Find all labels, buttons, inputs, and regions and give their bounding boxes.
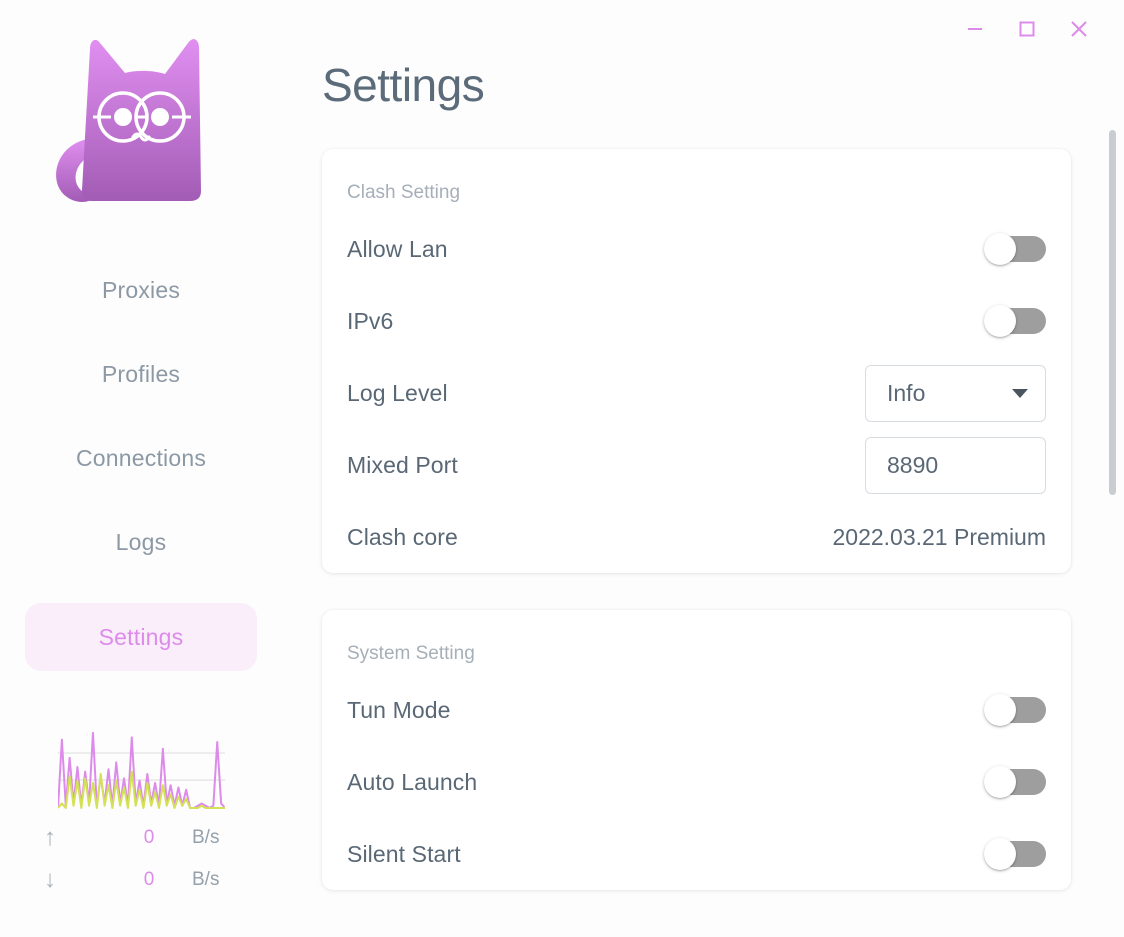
sidebar-item-connections[interactable]: Connections	[25, 435, 257, 481]
sidebar-item-label: Profiles	[101, 360, 181, 387]
toggle-knob	[984, 838, 1016, 870]
minimize-button[interactable]	[952, 9, 998, 49]
tun-mode-toggle[interactable]	[984, 694, 1046, 726]
sidebar-item-label: Connections	[75, 444, 207, 471]
system-setting-card: System Setting Tun Mode Auto Launch Sile…	[322, 610, 1071, 890]
setting-row-silent-start: Silent Start	[347, 818, 1046, 890]
page-title: Settings	[322, 59, 485, 111]
setting-row-allow-lan: Allow Lan	[347, 213, 1046, 285]
cat-logo-icon	[56, 38, 201, 202]
close-button[interactable]	[1056, 9, 1102, 49]
log-level-selected-value: Info	[887, 379, 926, 406]
clash-setting-card: Clash Setting Allow Lan IPv6 Log Level I…	[322, 149, 1071, 573]
mixed-port-input[interactable]	[865, 436, 1046, 494]
sidebar-item-logs[interactable]: Logs	[25, 519, 257, 565]
row-label: Clash core	[347, 523, 458, 550]
ipv6-toggle[interactable]	[984, 305, 1046, 337]
sidebar-item-profiles[interactable]: Profiles	[25, 351, 257, 397]
sidebar-item-settings[interactable]: Settings	[25, 603, 257, 671]
upload-rate-row: ↑ 0 B/s	[0, 826, 282, 850]
titlebar	[0, 0, 1124, 58]
sidebar: Proxies Profiles Connections Logs Settin…	[0, 0, 282, 937]
close-icon	[1071, 21, 1087, 37]
traffic-chart	[57, 722, 225, 812]
toggle-knob	[984, 766, 1016, 798]
log-level-select[interactable]: Info	[865, 364, 1046, 422]
sidebar-item-proxies[interactable]: Proxies	[25, 267, 257, 313]
download-rate-value: 0	[143, 869, 155, 890]
download-arrow-icon: ↓	[44, 866, 56, 893]
row-label: IPv6	[347, 307, 394, 334]
row-label: Allow Lan	[347, 235, 448, 262]
setting-row-log-level: Log Level Info	[347, 357, 1046, 429]
setting-row-auto-launch: Auto Launch	[347, 746, 1046, 818]
maximize-button[interactable]	[1004, 9, 1050, 49]
upload-rate-value: 0	[143, 827, 155, 848]
traffic-rates: ↑ 0 B/s ↓ 0 B/s	[0, 826, 282, 892]
silent-start-toggle[interactable]	[984, 838, 1046, 870]
sidebar-item-label: Logs	[115, 528, 167, 555]
sidebar-nav: Proxies Profiles Connections Logs Settin…	[25, 267, 257, 671]
chevron-down-icon	[1012, 388, 1028, 398]
maximize-icon	[1019, 21, 1035, 37]
setting-row-mixed-port: Mixed Port	[347, 429, 1046, 501]
auto-launch-toggle[interactable]	[984, 766, 1046, 798]
sidebar-item-label: Proxies	[101, 276, 181, 303]
toggle-knob	[984, 694, 1016, 726]
allow-lan-toggle[interactable]	[984, 233, 1046, 265]
setting-row-ipv6: IPv6	[347, 285, 1046, 357]
sidebar-item-label: Settings	[98, 623, 184, 650]
app-logo	[41, 18, 241, 223]
scrollbar-thumb[interactable]	[1109, 130, 1116, 495]
row-label: Tun Mode	[347, 696, 451, 723]
traffic-widget: ↑ 0 B/s ↓ 0 B/s	[0, 722, 282, 892]
row-label: Log Level	[347, 379, 448, 406]
row-label: Mixed Port	[347, 451, 458, 478]
traffic-sparkline-icon	[57, 731, 225, 809]
card-heading: System Setting	[347, 643, 475, 664]
download-rate-unit: B/s	[192, 869, 220, 890]
minimize-icon	[968, 28, 982, 30]
setting-row-tun-mode: Tun Mode	[347, 674, 1046, 746]
upload-arrow-icon: ↑	[44, 824, 56, 851]
row-label: Silent Start	[347, 840, 461, 867]
main-content: Settings Clash Setting Allow Lan IPv6 Lo…	[282, 0, 1124, 937]
upload-rate-unit: B/s	[192, 827, 220, 848]
download-rate-row: ↓ 0 B/s	[0, 868, 282, 892]
toggle-knob	[984, 233, 1016, 265]
row-label: Auto Launch	[347, 768, 478, 795]
toggle-knob	[984, 305, 1016, 337]
main-scrollbar[interactable]	[1104, 0, 1120, 937]
clash-core-version: 2022.03.21 Premium	[832, 523, 1046, 550]
card-heading: Clash Setting	[347, 182, 461, 203]
setting-row-clash-core: Clash core 2022.03.21 Premium	[347, 501, 1046, 573]
